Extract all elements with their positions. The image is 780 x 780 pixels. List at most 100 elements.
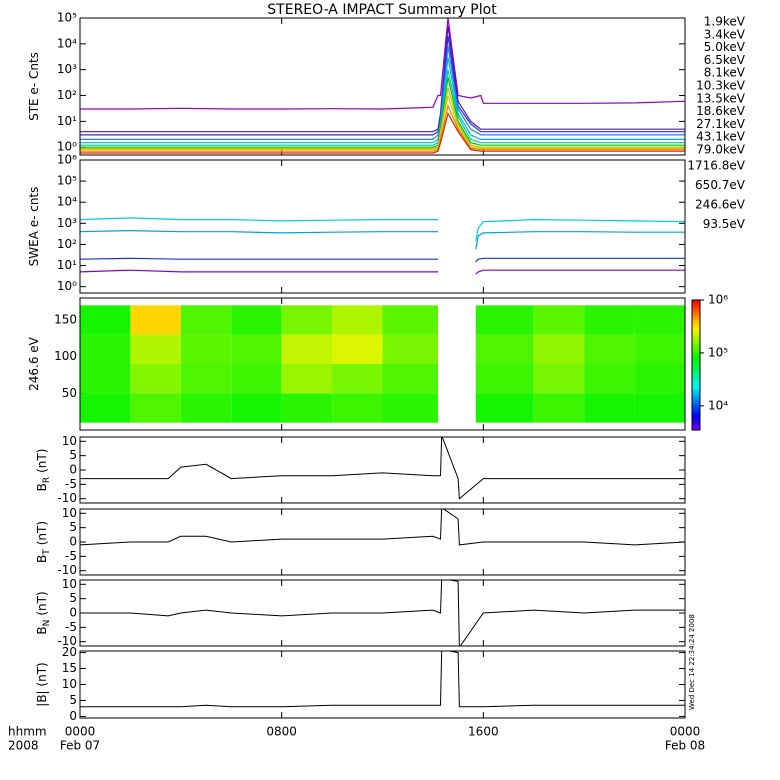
colorbar-step bbox=[692, 345, 700, 349]
colorbar-step bbox=[692, 328, 700, 331]
y-axis-title: STE e- Cnts bbox=[27, 52, 41, 121]
y-tick-label: 5 bbox=[69, 520, 77, 534]
series-line bbox=[80, 36, 685, 136]
x-tick-label: 0000 bbox=[670, 725, 701, 739]
y-axis-title-main: 246.6 eV bbox=[27, 336, 41, 391]
series-line bbox=[80, 103, 685, 152]
heatmap-cell bbox=[533, 334, 585, 364]
colorbar-step bbox=[692, 319, 700, 323]
colorbar-step bbox=[692, 382, 700, 385]
y-axis-title-main: STE e- Cnts bbox=[27, 52, 41, 121]
y-tick-label: 10¹ bbox=[57, 258, 77, 272]
heatmap-cell bbox=[475, 364, 534, 394]
series-line bbox=[80, 95, 685, 151]
y-tick-label: 150 bbox=[54, 313, 77, 327]
y-tick-label: 10⁰ bbox=[57, 279, 77, 293]
heatmap-cell bbox=[584, 364, 635, 394]
colorbar-step bbox=[692, 323, 700, 327]
heatmap-cell bbox=[332, 305, 383, 335]
y-tick-label: -10 bbox=[57, 563, 77, 577]
colorbar-step bbox=[692, 419, 700, 422]
y-axis-title-main: B bbox=[35, 483, 49, 491]
y-tick-label: -10 bbox=[57, 634, 77, 648]
colorbar-step bbox=[692, 414, 700, 418]
y-axis-title-sub: T bbox=[42, 549, 52, 556]
y-axis-title: 246.6 eV bbox=[27, 336, 41, 391]
y-tick-label: 15 bbox=[62, 661, 77, 675]
heatmap-cell bbox=[180, 364, 232, 394]
legend-label: 27.1keV bbox=[696, 117, 746, 131]
heatmap-cell bbox=[231, 364, 282, 394]
colorbar-step bbox=[692, 417, 700, 420]
series-line bbox=[80, 217, 685, 241]
y-tick-label: 10² bbox=[57, 237, 77, 251]
heatmap-cell bbox=[634, 305, 685, 335]
heatmap-cell bbox=[231, 393, 282, 423]
series-line bbox=[80, 57, 685, 144]
x-tick-label: 1600 bbox=[468, 725, 499, 739]
heatmap-cell bbox=[80, 393, 131, 423]
y-tick-label: 10⁴ bbox=[57, 195, 77, 209]
legend-label: 18.6keV bbox=[696, 104, 746, 118]
colorbar-step bbox=[692, 369, 700, 372]
y-tick-label: 10 bbox=[62, 434, 77, 448]
heatmap-cell bbox=[281, 334, 333, 364]
heatmap-cell bbox=[80, 305, 131, 335]
heatmap-cell bbox=[382, 305, 438, 335]
y-axis-title: |B| (nT) bbox=[35, 662, 49, 706]
y-tick-label: 10 bbox=[62, 506, 77, 520]
series-line bbox=[80, 18, 685, 110]
heatmap-cell bbox=[180, 393, 232, 423]
y-axis-title: SWEA e- cnts bbox=[27, 187, 41, 267]
colorbar-step bbox=[692, 354, 700, 357]
y-tick-label: 5 bbox=[69, 693, 77, 707]
y-axis-title-main: |B| (nT) bbox=[35, 662, 49, 706]
colorbar-step bbox=[692, 427, 700, 431]
colorbar-step bbox=[692, 349, 700, 353]
heatmap-cell bbox=[634, 334, 685, 364]
legend-label: 13.5keV bbox=[696, 91, 746, 105]
y-axis-title-main: B bbox=[35, 555, 49, 563]
panel-frame bbox=[79, 650, 686, 719]
heatmap-cell bbox=[382, 334, 438, 364]
legend-label: 93.5eV bbox=[703, 217, 746, 231]
y-tick-label: 10³ bbox=[57, 216, 77, 230]
series-line bbox=[80, 229, 685, 250]
legend-label: 246.6eV bbox=[695, 198, 746, 212]
y-axis-title: BR (nT) bbox=[35, 449, 52, 492]
legend-label: 3.4keV bbox=[704, 27, 746, 41]
heatmap-cell bbox=[231, 305, 282, 335]
heatmap-cell bbox=[475, 393, 534, 423]
colorbar-step bbox=[692, 408, 700, 411]
colorbar-step bbox=[692, 315, 700, 318]
colorbar-step bbox=[692, 404, 700, 407]
colorbar-step bbox=[692, 421, 700, 424]
colorbar-step bbox=[692, 391, 700, 394]
colorbar-step bbox=[692, 386, 700, 390]
chart-title: STEREO-A IMPACT Summary Plot bbox=[267, 2, 497, 18]
y-tick-label: 0 bbox=[69, 709, 77, 723]
heatmap-cell bbox=[382, 364, 438, 394]
colorbar-step bbox=[692, 336, 700, 340]
colorbar-step bbox=[692, 410, 700, 414]
colorbar-step bbox=[692, 395, 700, 398]
heatmap-cell bbox=[80, 334, 131, 364]
y-tick-label: -5 bbox=[65, 620, 77, 634]
series-line bbox=[80, 437, 685, 500]
x-date-label: Feb 08 bbox=[665, 739, 705, 753]
panel-frame bbox=[79, 579, 686, 647]
colorbar-step bbox=[692, 352, 700, 355]
y-axis-title-main: SWEA e- cnts bbox=[27, 187, 41, 267]
heatmap-cell bbox=[533, 364, 585, 394]
y-tick-label: -10 bbox=[57, 491, 77, 505]
y-tick-label: 0 bbox=[69, 463, 77, 477]
series-line bbox=[80, 77, 685, 148]
panel-frame bbox=[79, 159, 686, 294]
series-line bbox=[80, 257, 685, 263]
y-tick-label: 10⁰ bbox=[57, 140, 77, 154]
series-line bbox=[80, 111, 685, 154]
colorbar-frame bbox=[691, 299, 701, 431]
colorbar-step bbox=[692, 339, 700, 342]
y-axis-title-sub: N bbox=[42, 620, 52, 627]
